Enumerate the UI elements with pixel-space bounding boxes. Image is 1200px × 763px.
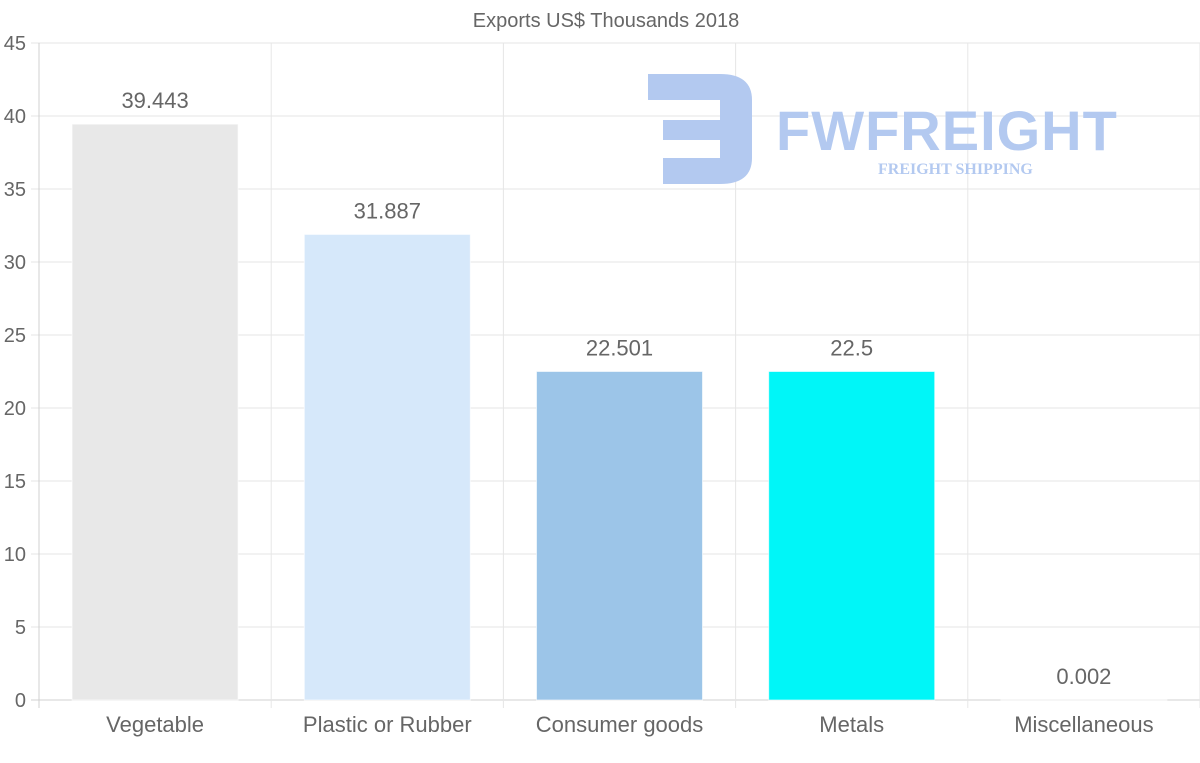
bar-plastic-or-rubber[interactable] [303, 233, 471, 701]
x-tick-label: Miscellaneous [1014, 712, 1153, 737]
watermark-brand: FWFREIGHT [776, 99, 1118, 162]
y-tick-label: 10 [4, 544, 26, 566]
bars [71, 123, 1168, 701]
data-label: 22.501 [586, 335, 653, 360]
data-label: 39.443 [121, 88, 188, 113]
chart-title: Exports US$ Thousands 2018 [473, 10, 739, 32]
y-tick-label: 20 [4, 398, 26, 420]
x-tick-label: Consumer goods [536, 712, 704, 737]
watermark-tagline: FREIGHT SHIPPING [878, 161, 1033, 178]
y-tick-label: 25 [4, 325, 26, 347]
y-tick-label: 30 [4, 252, 26, 274]
y-tick-label: 5 [15, 617, 26, 639]
data-label: 22.5 [830, 336, 873, 361]
bar-consumer-goods[interactable] [536, 370, 703, 701]
bar-vegetable[interactable] [71, 123, 239, 701]
y-tick-label: 45 [4, 33, 26, 55]
y-tick-label: 35 [4, 179, 26, 201]
y-tick-label: 0 [15, 690, 26, 712]
watermark: FWFREIGHT FREIGHT SHIPPING [648, 74, 1118, 184]
y-tick-label: 40 [4, 106, 26, 128]
data-label: 31.887 [354, 198, 421, 223]
y-tick-label: 15 [4, 471, 26, 493]
axes: 0 5 10 15 20 25 30 35 40 45 Vegetable Plastic or Ru… [4, 33, 1154, 737]
x-tick-label: Vegetable [106, 712, 204, 737]
bar-metals[interactable] [768, 371, 936, 701]
x-tick-label: Metals [819, 712, 884, 737]
data-labels: 39.443 31.887 22.501 22.5 0.002 [121, 88, 1111, 689]
data-label: 0.002 [1056, 664, 1111, 689]
watermark-logo-icon [648, 74, 752, 184]
x-tick-label: Plastic or Rubber [303, 712, 472, 737]
